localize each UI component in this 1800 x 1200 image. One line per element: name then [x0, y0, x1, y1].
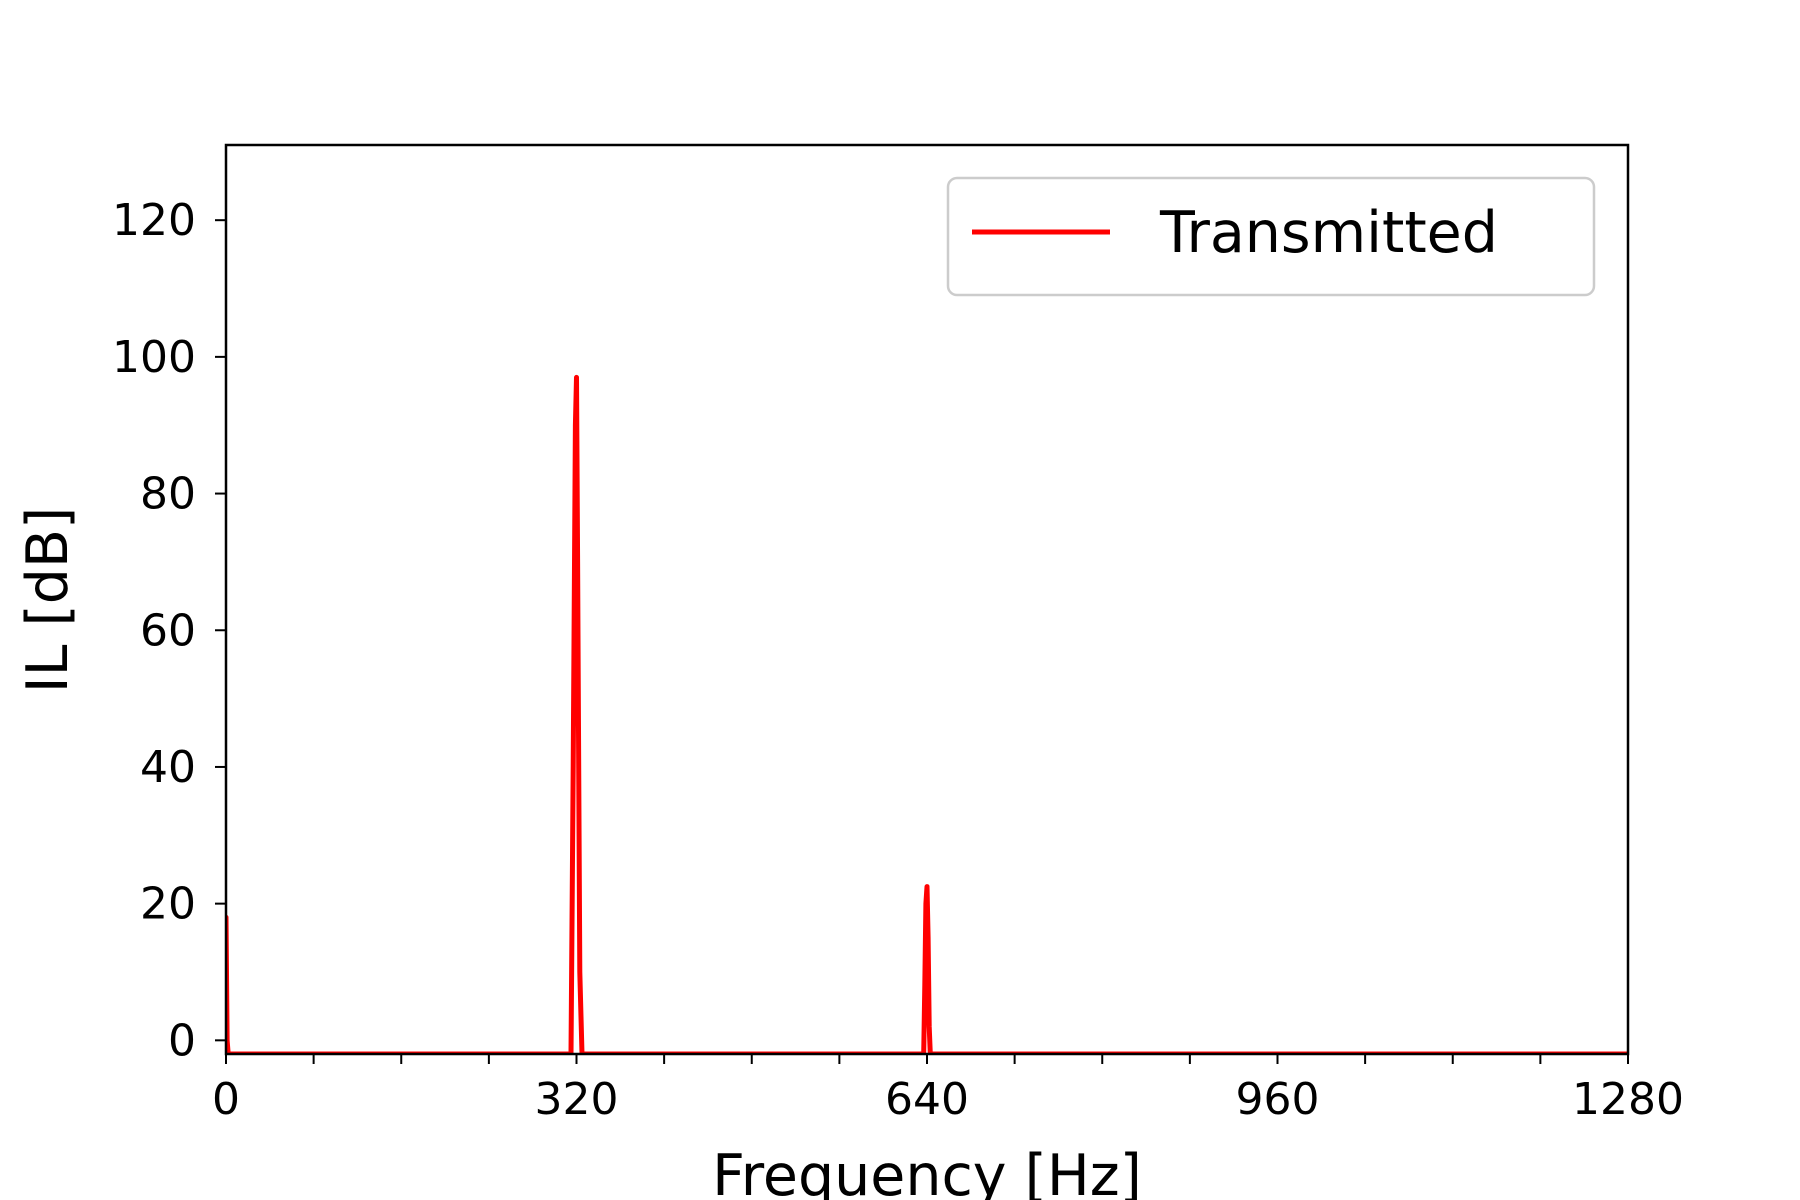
- legend-box: [946, 176, 1596, 297]
- y-axis: 0 20 40 60 80 100 120: [112, 195, 226, 1066]
- y-tick-label: 120: [112, 195, 196, 246]
- y-tick-label: 80: [140, 469, 196, 520]
- legend: Transmitted: [946, 176, 1596, 297]
- series-line-0: [226, 374, 1628, 1054]
- x-tick-label: 960: [1236, 1074, 1320, 1125]
- y-tick-label: 20: [140, 879, 196, 930]
- y-tick-label: 60: [140, 605, 196, 656]
- x-tick-label: 640: [885, 1074, 969, 1125]
- x-tick-label: 0: [212, 1074, 240, 1125]
- y-tick-label: 100: [112, 332, 196, 383]
- x-tick-label: 1280: [1572, 1074, 1684, 1125]
- x-axis-label: Frequency [Hz]: [712, 1143, 1142, 1200]
- x-axis: 0 320 640 960 1280: [212, 1054, 1684, 1125]
- y-axis-label: IL [dB]: [15, 507, 81, 693]
- series-layer: [226, 374, 1628, 1054]
- y-tick-label: 0: [168, 1015, 196, 1066]
- legend-label: Transmitted: [1159, 200, 1498, 266]
- x-tick-label: 320: [535, 1074, 619, 1125]
- y-tick-label: 40: [140, 742, 196, 793]
